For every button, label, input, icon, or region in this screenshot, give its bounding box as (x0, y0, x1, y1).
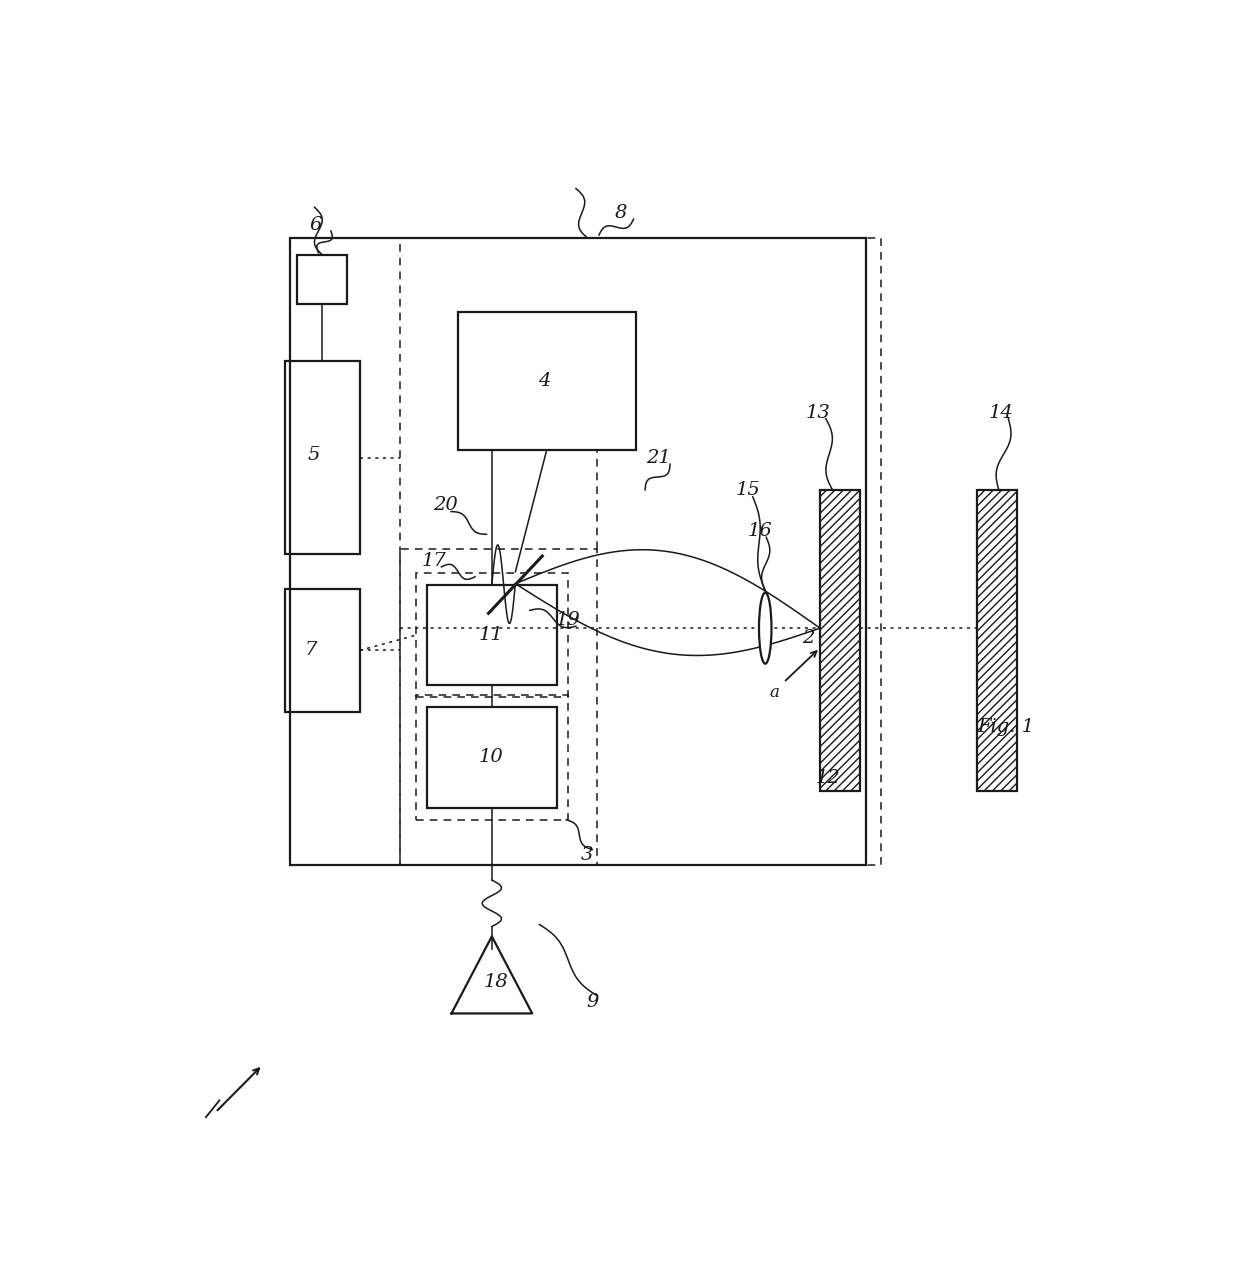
Text: 8: 8 (615, 204, 627, 222)
Bar (427, 585, 557, 685)
Bar (458, 312, 635, 450)
Text: a: a (769, 684, 779, 701)
Bar (977, 490, 1017, 792)
Text: 4: 4 (538, 372, 551, 390)
Bar (820, 490, 861, 792)
Bar (427, 707, 557, 808)
Text: 11: 11 (479, 626, 503, 644)
Text: 7: 7 (305, 642, 317, 659)
Bar (417, 695, 568, 820)
Text: 6: 6 (309, 216, 321, 234)
Bar (290, 237, 867, 865)
Ellipse shape (759, 593, 771, 663)
Text: 10: 10 (479, 748, 503, 766)
Text: 19: 19 (556, 611, 580, 629)
Text: 2: 2 (802, 629, 815, 647)
Text: 21: 21 (646, 449, 671, 467)
Text: 3: 3 (582, 847, 594, 865)
Bar (298, 255, 347, 304)
Text: 14: 14 (988, 404, 1013, 422)
Text: 18: 18 (484, 973, 508, 990)
Bar (417, 572, 568, 698)
Bar (285, 362, 360, 554)
Bar (401, 237, 880, 865)
Bar (401, 549, 596, 865)
Text: 20: 20 (433, 495, 458, 513)
Text: 17: 17 (422, 552, 446, 570)
Text: 5: 5 (308, 446, 320, 464)
Text: 12: 12 (816, 770, 839, 788)
Text: 15: 15 (735, 481, 760, 499)
Text: 13: 13 (806, 404, 831, 422)
Text: 9: 9 (587, 993, 599, 1011)
Text: Fig. 1: Fig. 1 (977, 718, 1034, 736)
Text: 16: 16 (748, 522, 773, 540)
Bar (285, 589, 360, 712)
